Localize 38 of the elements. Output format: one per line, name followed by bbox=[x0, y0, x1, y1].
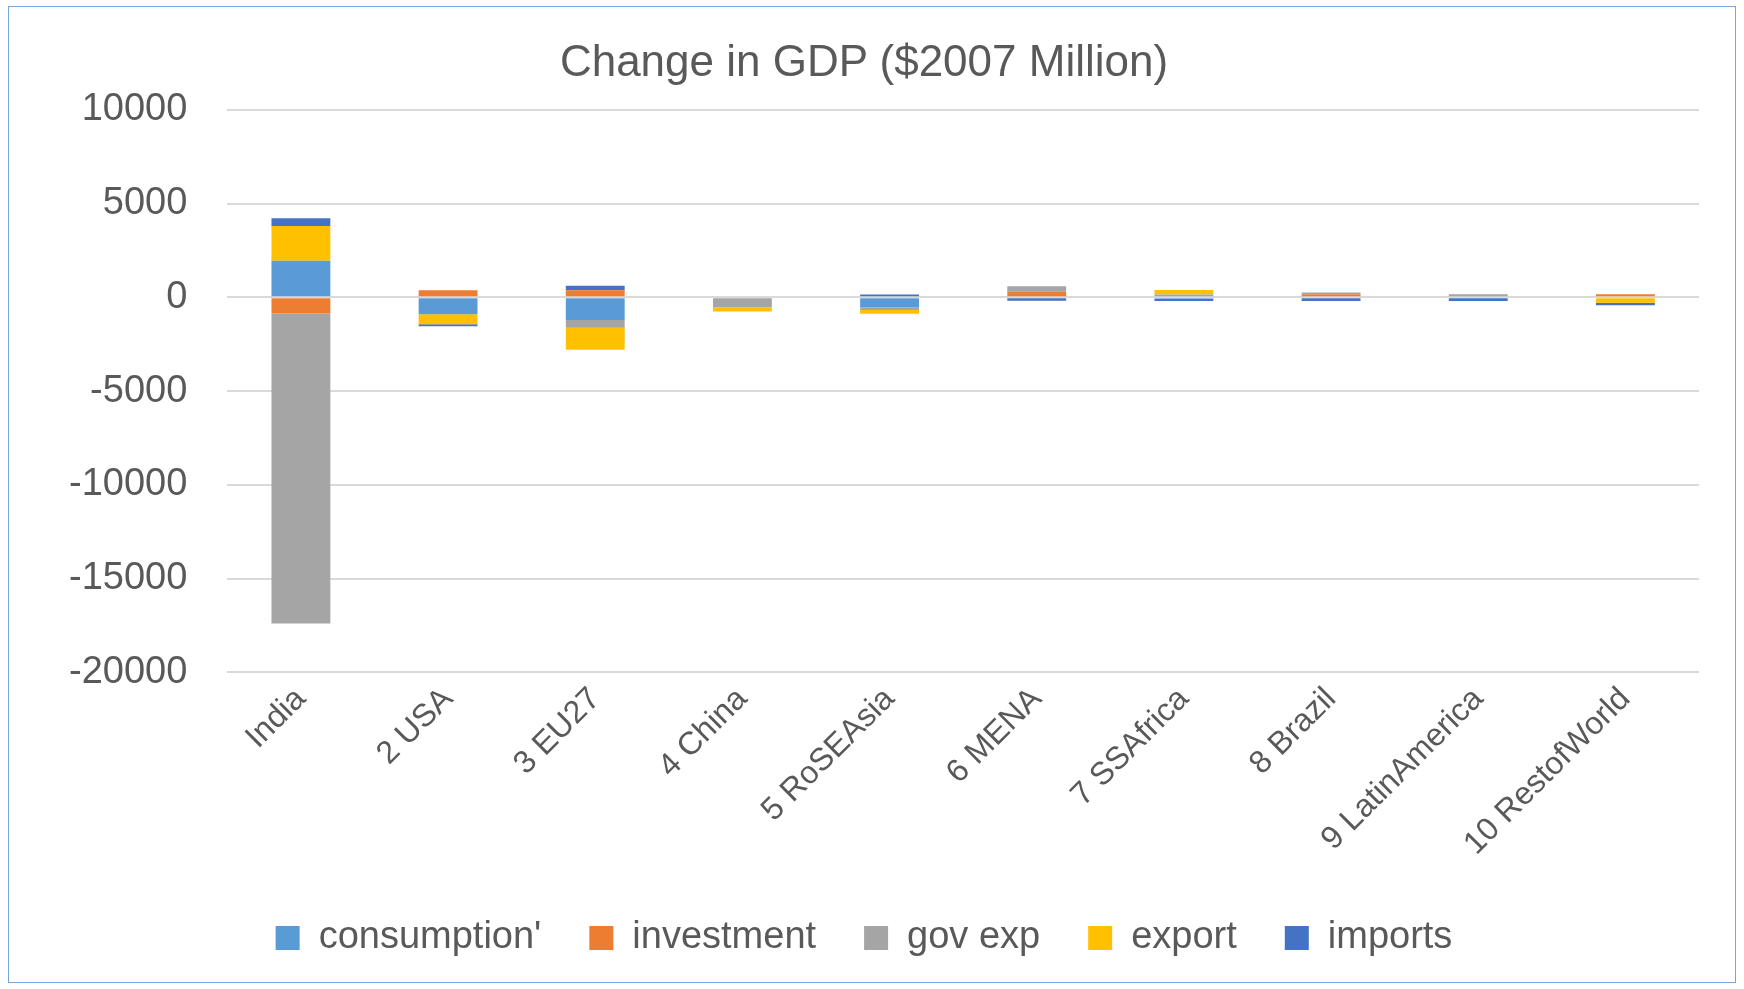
y-tick-label: 10000 bbox=[81, 86, 188, 129]
legend-label: export bbox=[1131, 914, 1238, 957]
bar bbox=[1007, 298, 1067, 301]
bar bbox=[1007, 291, 1067, 297]
legend-label: imports bbox=[1327, 914, 1453, 957]
y-tick-label: -15000 bbox=[69, 555, 188, 598]
bar bbox=[271, 226, 331, 261]
bar bbox=[1448, 294, 1508, 297]
legend-label: consumption' bbox=[318, 914, 542, 957]
chart-title: Change in GDP ($2007 Million) bbox=[559, 35, 1169, 85]
y-tick-label: -20000 bbox=[69, 648, 188, 691]
bar bbox=[712, 298, 772, 308]
bar bbox=[1595, 298, 1655, 303]
bar bbox=[271, 260, 331, 297]
bar bbox=[418, 290, 478, 297]
bar bbox=[565, 327, 625, 350]
bar bbox=[565, 290, 625, 297]
bar bbox=[418, 314, 478, 325]
bar bbox=[712, 307, 772, 312]
bar bbox=[565, 319, 625, 328]
bar bbox=[565, 298, 625, 320]
bar bbox=[271, 218, 331, 227]
bar bbox=[1448, 298, 1508, 302]
y-tick-label: 0 bbox=[166, 273, 188, 316]
y-tick-label: -5000 bbox=[90, 367, 188, 410]
bar bbox=[565, 285, 625, 291]
y-tick-label: -10000 bbox=[69, 461, 188, 504]
x-tick-label: 2 USA bbox=[368, 679, 460, 771]
legend-label: investment bbox=[632, 914, 817, 957]
bar bbox=[271, 298, 331, 314]
bar bbox=[1301, 298, 1361, 302]
bar bbox=[860, 298, 920, 308]
bar bbox=[1007, 286, 1067, 292]
bar bbox=[1595, 294, 1655, 297]
legend-label: gov exp bbox=[907, 914, 1041, 957]
bar bbox=[418, 298, 478, 315]
bar bbox=[271, 313, 331, 624]
y-tick-label: 5000 bbox=[102, 180, 188, 223]
